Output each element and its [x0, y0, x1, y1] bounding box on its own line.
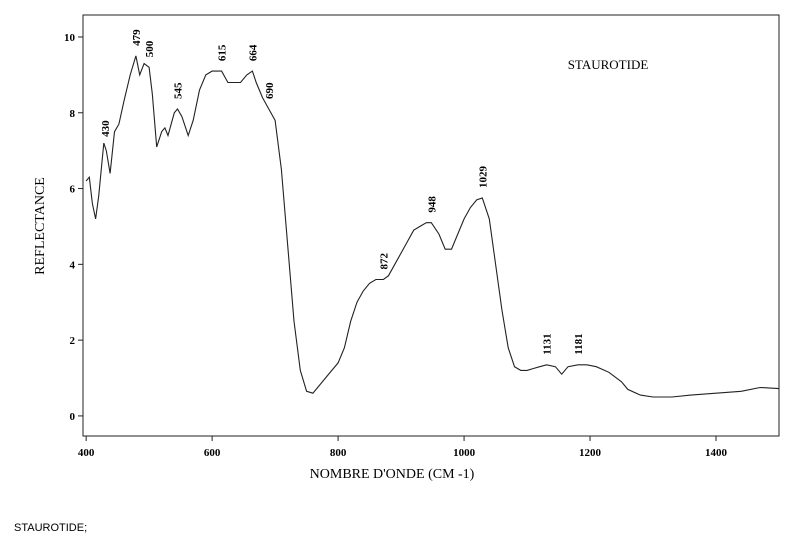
- x-tick-label: 1200: [579, 447, 602, 459]
- y-axis-label: REFLECTANCE: [33, 177, 48, 275]
- spectrum-line: [85, 55, 780, 398]
- peak-label: 479: [131, 29, 143, 46]
- peak-label: 690: [264, 82, 276, 99]
- chart-title: STAUROTIDE: [568, 57, 649, 72]
- peak-label: 1181: [573, 333, 585, 354]
- x-tick-label: 400: [78, 447, 95, 459]
- x-tick-label: 1400: [705, 447, 728, 459]
- y-tick-label: 10: [64, 32, 76, 44]
- y-tick-label: 4: [70, 259, 76, 271]
- y-tick-label: 0: [70, 411, 76, 423]
- peak-label: 615: [217, 44, 229, 61]
- peak-label: 664: [247, 44, 259, 61]
- y-tick-label: 8: [70, 108, 76, 120]
- peak-label: 500: [144, 40, 156, 57]
- y-tick-label: 2: [70, 335, 76, 347]
- x-axis-label: NOMBRE D'ONDE (CM -1): [310, 467, 475, 482]
- x-tick-label: 800: [330, 447, 347, 459]
- peak-label: 1029: [477, 166, 489, 189]
- y-tick-label: 6: [70, 184, 76, 196]
- peak-label: 948: [426, 196, 438, 213]
- caption: STAUROTIDE;: [14, 522, 87, 534]
- peak-label: 545: [172, 82, 184, 99]
- peak-label: 1131: [542, 333, 554, 354]
- x-tick-label: 600: [204, 447, 221, 459]
- peak-label: 872: [378, 252, 390, 269]
- x-tick-label: 1000: [453, 447, 476, 459]
- peak-label: 430: [100, 120, 112, 137]
- plot-frame: [82, 14, 780, 437]
